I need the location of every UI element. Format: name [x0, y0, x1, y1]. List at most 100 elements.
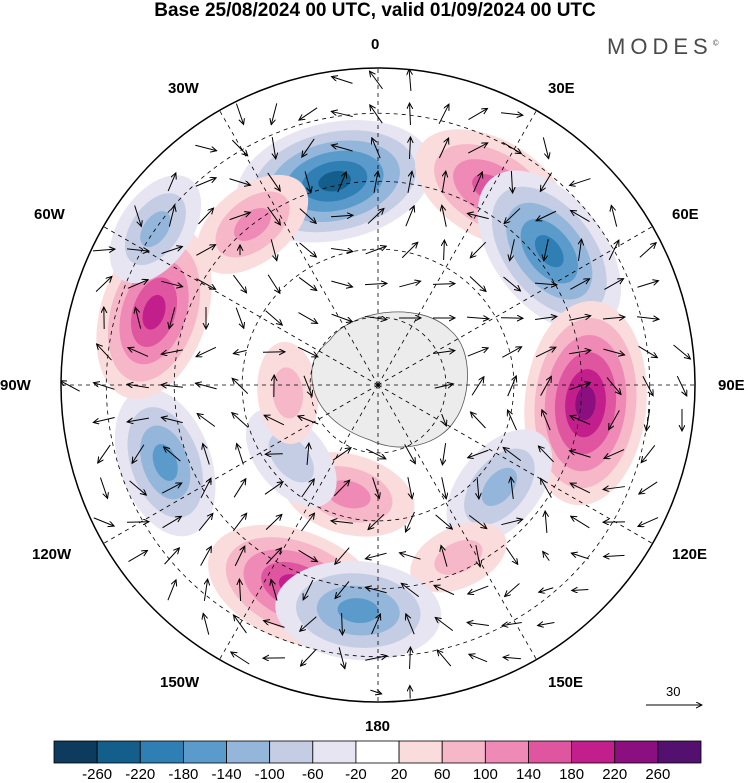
colorbar-swatch [139, 740, 184, 764]
wind-vector [365, 448, 386, 459]
wind-vector [542, 137, 548, 158]
wind-vector [265, 310, 283, 325]
wind-vector [161, 483, 182, 494]
wind-vector [229, 212, 251, 221]
colorbar-tick-label: 140 [515, 766, 541, 783]
wind-vector [168, 205, 174, 227]
wind-vector [196, 346, 217, 356]
meridian-line [219, 110, 379, 386]
wind-vector [198, 513, 213, 531]
wind-vector [333, 480, 349, 497]
colorbar-swatch [441, 740, 486, 764]
wind-vector [264, 621, 285, 628]
wind-vector [511, 170, 512, 193]
wind-vector [407, 477, 412, 499]
wind-vector [129, 480, 147, 495]
colorbar-tick-label: -140 [211, 766, 242, 783]
meridian-line [219, 384, 379, 660]
wind-vector [93, 517, 114, 526]
map-title: Base 25/08/2024 00 UTC, valid 01/09/2024… [154, 0, 596, 21]
wind-vector [503, 447, 522, 461]
wind-vector [233, 350, 247, 353]
wind-vector [470, 412, 486, 429]
wind-vector [330, 215, 353, 216]
wind-vector [502, 141, 522, 153]
wind-vector [301, 479, 315, 498]
wind-vector [503, 276, 520, 291]
wind-vector [61, 381, 80, 392]
wind-vector [232, 513, 246, 532]
wind-vector [611, 205, 618, 227]
wind-vector [639, 243, 656, 258]
wind-vector [167, 173, 176, 192]
wind-vector [467, 213, 489, 220]
wind-vector [299, 242, 317, 257]
wind-vector [401, 242, 418, 259]
wind-vector [229, 178, 250, 185]
wind-vector [444, 240, 445, 260]
wind-vector [434, 384, 454, 389]
wind-vector [442, 413, 447, 426]
wind-vector [539, 588, 554, 592]
wind-vector [603, 317, 625, 319]
wind-vector [200, 478, 211, 499]
wind-vector [467, 348, 488, 357]
wind-vector [300, 616, 317, 631]
colorbar-swatch [53, 740, 98, 764]
lon-label-30w: 30W [168, 80, 199, 97]
wind-vector [332, 448, 351, 461]
wind-vector [477, 476, 479, 499]
wind-vector [569, 382, 591, 391]
wind-vector [467, 622, 489, 625]
wind-vector [371, 614, 381, 635]
wind-vector [195, 178, 216, 187]
wind-vector [331, 280, 352, 287]
wind-vector [608, 240, 619, 261]
wind-vector [542, 410, 551, 431]
lon-label-30e: 30E [548, 80, 575, 97]
wind-vector [272, 137, 276, 159]
latitude-circle [241, 248, 515, 522]
wind-vector [641, 445, 656, 462]
wind-vector [231, 139, 247, 156]
wind-vector [127, 249, 149, 251]
wind-vector [543, 551, 550, 561]
wind-vector [571, 516, 590, 529]
wind-vector [434, 585, 455, 596]
wind-vector [570, 178, 591, 186]
wind-vector [331, 111, 353, 118]
colorbar-tick-label: 220 [602, 766, 628, 783]
wind-vector [433, 350, 455, 353]
colorbar-swatch [312, 740, 357, 764]
wind-vector [304, 171, 311, 192]
colorbar-tick-label: 180 [559, 766, 585, 783]
wind-vector [95, 276, 112, 292]
wind-vector [637, 317, 659, 319]
wind-vector [298, 549, 318, 561]
wind-vector [504, 208, 521, 223]
wind-vector [161, 417, 183, 424]
wind-vector [571, 553, 589, 560]
wind-vector [399, 553, 421, 560]
wind-vector [569, 316, 591, 321]
wind-vector [604, 449, 625, 459]
wind-vector [127, 418, 149, 422]
wind-vector [266, 548, 281, 565]
colorbar-tick-label: -220 [125, 766, 156, 783]
wind-vector [235, 103, 243, 125]
wind-vector [299, 208, 316, 224]
wind-vector [271, 579, 278, 601]
wind-vector [233, 274, 246, 293]
wind-vector [335, 547, 350, 565]
wind-vector [609, 410, 620, 429]
wind-vector [298, 277, 317, 290]
reference-vector-label: 30 [666, 684, 681, 699]
wind-vector [196, 278, 215, 290]
wind-vector [231, 652, 250, 665]
wind-vector [162, 516, 182, 529]
colorbar-swatch [398, 740, 443, 764]
meridian-line [377, 110, 537, 386]
wind-vector [471, 377, 484, 396]
wind-vector [468, 585, 489, 594]
wind-vector [538, 446, 554, 463]
